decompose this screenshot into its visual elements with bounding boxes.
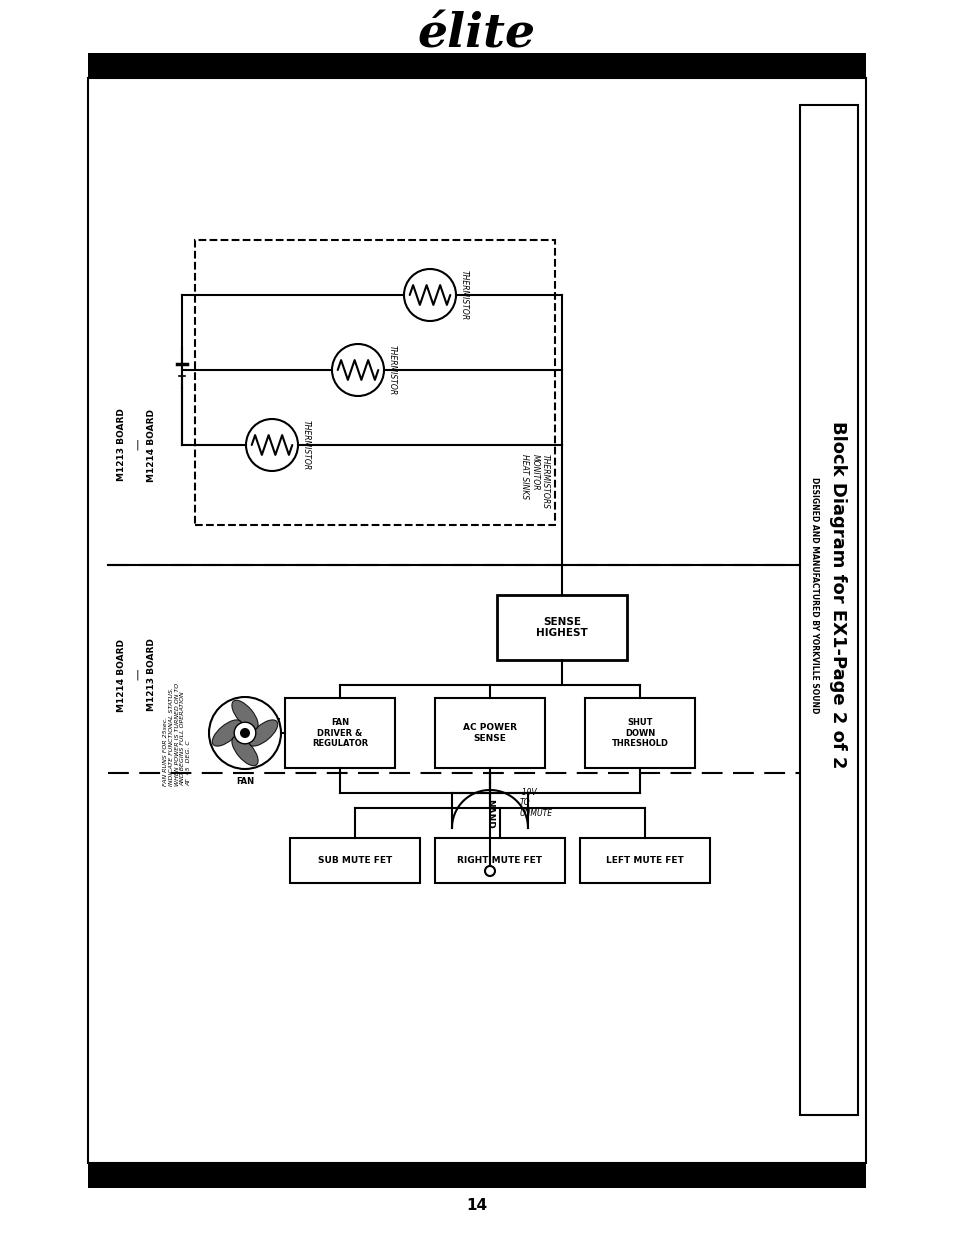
Text: +41V: +41V: [254, 718, 280, 727]
Text: THERMISTORS
MONITOR
HEAT SINKS: THERMISTORS MONITOR HEAT SINKS: [519, 454, 549, 510]
Ellipse shape: [232, 736, 258, 766]
Text: M1213 BOARD: M1213 BOARD: [117, 409, 127, 482]
Bar: [497, 595, 626, 659]
Text: SUB MUTE FET: SUB MUTE FET: [317, 856, 392, 864]
Text: AC POWER
SENSE: AC POWER SENSE: [462, 724, 517, 742]
Bar: [88, 78, 865, 1163]
Text: 14: 14: [466, 1198, 487, 1213]
Circle shape: [484, 866, 495, 876]
Circle shape: [332, 345, 384, 396]
Text: FAN: FAN: [235, 777, 253, 785]
Text: élite: élite: [417, 12, 536, 58]
Text: |: |: [135, 669, 139, 680]
Text: LEFT MUTE FET: LEFT MUTE FET: [605, 856, 683, 864]
Text: THERMISTOR: THERMISTOR: [302, 420, 311, 471]
Text: NAND: NAND: [485, 799, 494, 829]
Text: -19V
TO
UNMUTE: -19V TO UNMUTE: [519, 788, 553, 818]
Bar: [584, 698, 695, 768]
Text: Block Diagram for EX1-Page 2 of 2: Block Diagram for EX1-Page 2 of 2: [828, 421, 846, 768]
Text: DESIGNED AND MANUFACTURED BY YORKVILLE SOUND: DESIGNED AND MANUFACTURED BY YORKVILLE S…: [810, 477, 819, 713]
Circle shape: [233, 722, 255, 743]
Text: SENSE
HIGHEST: SENSE HIGHEST: [536, 616, 587, 638]
Text: SHUT
DOWN
THRESHOLD: SHUT DOWN THRESHOLD: [611, 718, 668, 748]
Bar: [579, 839, 709, 883]
Text: THERMISTOR: THERMISTOR: [388, 345, 396, 395]
Text: |: |: [135, 440, 139, 451]
Text: M1213 BOARD: M1213 BOARD: [148, 638, 156, 711]
Bar: [435, 698, 544, 768]
Ellipse shape: [248, 720, 277, 746]
Text: THERMISTOR: THERMISTOR: [459, 270, 469, 320]
Bar: [800, 105, 857, 1115]
Bar: [290, 839, 419, 883]
Ellipse shape: [212, 720, 241, 746]
Bar: [435, 839, 564, 883]
Circle shape: [240, 729, 249, 737]
Text: RIGHT MUTE FET: RIGHT MUTE FET: [457, 856, 542, 864]
Circle shape: [403, 269, 456, 321]
Text: M1214 BOARD: M1214 BOARD: [148, 409, 156, 482]
Ellipse shape: [232, 700, 258, 730]
Bar: [285, 698, 395, 768]
Bar: [194, 240, 555, 525]
Text: FAN
DRIVER &
REGULATOR: FAN DRIVER & REGULATOR: [312, 718, 368, 748]
Circle shape: [246, 419, 297, 471]
Bar: [88, 53, 865, 77]
Bar: [88, 1165, 865, 1188]
Circle shape: [209, 697, 281, 769]
Text: M1214 BOARD: M1214 BOARD: [117, 638, 127, 711]
Text: FAN RUNS FOR 25sec.
INDICATE FUNCTIONAL STATUS.
WHEN POWER IS TURNED ON TO
AND B: FAN RUNS FOR 25sec. INDICATE FUNCTIONAL …: [163, 683, 191, 787]
